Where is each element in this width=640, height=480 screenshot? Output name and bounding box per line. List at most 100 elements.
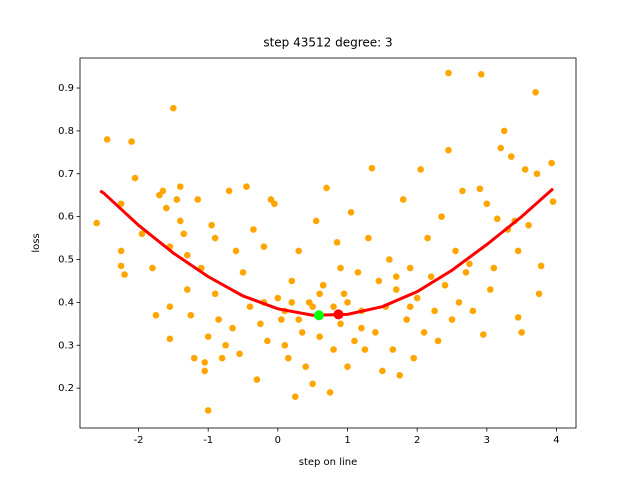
y-tick-label: 0.6 xyxy=(58,212,74,223)
scatter-point xyxy=(253,376,261,383)
scatter-point xyxy=(183,251,191,259)
scatter-point xyxy=(351,337,358,345)
scatter-point xyxy=(149,264,156,272)
scatter-point xyxy=(537,262,545,270)
scatter-point xyxy=(375,277,383,285)
scatter-point xyxy=(295,247,303,255)
x-tick-label: 1 xyxy=(344,435,350,446)
scatter-point xyxy=(368,164,376,172)
scatter-point xyxy=(417,166,424,173)
x-tick-label: 4 xyxy=(553,435,559,446)
scatter-point xyxy=(243,183,250,190)
scatter-point xyxy=(288,299,296,306)
scatter-point xyxy=(406,303,414,310)
scatter-point xyxy=(201,367,208,375)
scatter-point xyxy=(518,329,525,336)
scatter-point xyxy=(138,230,146,238)
scatter-point xyxy=(448,316,456,323)
scatter-point xyxy=(549,198,557,205)
scatter-point xyxy=(330,346,337,353)
scatter-point xyxy=(180,230,188,238)
marker-point xyxy=(313,310,324,321)
scatter-point xyxy=(152,311,160,319)
scatter-point xyxy=(392,273,400,280)
scatter-point xyxy=(211,290,219,298)
scatter-point xyxy=(403,316,411,323)
scatter-point xyxy=(170,104,177,112)
y-tick-label: 0.5 xyxy=(58,255,74,266)
x-tick-label: 3 xyxy=(484,435,490,446)
scatter-point xyxy=(525,221,532,229)
scatter-point xyxy=(302,363,310,370)
y-tick-label: 0.2 xyxy=(58,383,74,394)
scatter-point xyxy=(298,329,306,336)
scatter-point xyxy=(291,393,299,401)
scatter-point xyxy=(229,324,236,332)
scatter-point xyxy=(117,247,125,255)
scatter-point xyxy=(128,138,135,145)
scatter-point xyxy=(445,146,452,154)
scatter-point xyxy=(257,320,264,328)
scatter-point xyxy=(424,234,431,242)
scatter-point xyxy=(309,380,316,388)
scatter-point xyxy=(284,354,292,362)
scatter-point xyxy=(379,367,386,375)
scatter-point xyxy=(493,215,501,223)
scatter-point xyxy=(514,247,522,255)
x-tick-label: 2 xyxy=(414,435,420,446)
scatter-point xyxy=(312,217,320,225)
scatter-point xyxy=(288,277,296,285)
scatter-point xyxy=(396,371,404,379)
scatter-point xyxy=(222,341,229,349)
scatter-point xyxy=(441,281,449,289)
scatter-point xyxy=(406,264,414,272)
scatter-point xyxy=(319,281,327,289)
scatter-point xyxy=(434,337,442,345)
scatter-point xyxy=(211,234,219,242)
scatter-point xyxy=(163,204,170,212)
scatter-point xyxy=(218,354,226,362)
x-tick-label: -2 xyxy=(134,435,144,446)
x-tick-label: 0 xyxy=(275,435,281,446)
scatter-point xyxy=(347,209,355,216)
scatter-point xyxy=(215,316,222,323)
scatter-point xyxy=(177,183,184,190)
scatter-point xyxy=(337,264,344,272)
chart-title: step 43512 degree: 3 xyxy=(263,36,392,50)
marker-point xyxy=(333,309,344,320)
scatter-point xyxy=(466,260,473,268)
scatter-point xyxy=(121,271,128,278)
scatter-point xyxy=(477,70,485,78)
scatter-point xyxy=(316,333,323,340)
scatter-point xyxy=(187,311,195,319)
scatter-point xyxy=(507,153,515,160)
scatter-point xyxy=(183,286,191,293)
scatter-point xyxy=(514,314,522,321)
scatter-point xyxy=(354,269,362,276)
scatter-point xyxy=(535,290,543,298)
scatter-point xyxy=(500,127,508,135)
scatter-point xyxy=(365,234,372,242)
scatter-point xyxy=(490,264,498,272)
scatter-point xyxy=(190,354,198,362)
scatter-point xyxy=(410,354,417,362)
scatter-point xyxy=(480,331,487,338)
scatter-point xyxy=(469,307,477,315)
scatter-point xyxy=(532,88,539,96)
scatter-point xyxy=(476,185,484,193)
scatter-point xyxy=(386,256,393,263)
scatter-point xyxy=(361,346,369,353)
scatter-point xyxy=(459,187,466,195)
scatter-point xyxy=(194,196,202,203)
scatter-point xyxy=(204,407,212,414)
scatter-point xyxy=(399,196,407,203)
scatter-point xyxy=(225,187,233,195)
y-tick-label: 0.8 xyxy=(58,126,74,137)
scatter-point xyxy=(533,170,541,178)
scatter-point xyxy=(340,290,348,298)
scatter-point xyxy=(420,329,428,336)
scatter-point xyxy=(497,144,505,152)
